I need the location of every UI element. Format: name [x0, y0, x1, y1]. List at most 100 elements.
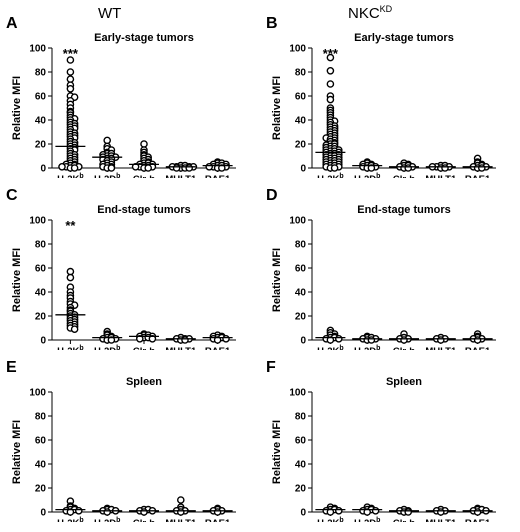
x-tick-label-b-0: H-2Kb [317, 173, 343, 178]
data-point-e-0-7 [75, 506, 83, 515]
panel-title-a: Early-stage tumors [94, 32, 194, 44]
data-point-a-0-54 [58, 162, 66, 171]
y-tick-label-d-0: 0 [300, 336, 306, 347]
data-point-d-4-5 [473, 336, 482, 344]
panel-b: B Early-stage tumors Relative MFI 0 20 40 60 80… [260, 8, 500, 185]
y-tick-label-f-80: 80 [295, 412, 307, 423]
y-tick-label-a-40: 40 [35, 116, 47, 127]
x-tick-label-sup-f-1: b [376, 517, 380, 522]
panel-d: D End-stage tumors Relative MFI 0 20 40 60 80 10… [260, 180, 500, 357]
data-point-b-0-0 [326, 53, 335, 62]
y-tick-label-c-20: 20 [35, 312, 47, 323]
x-tick-label-d-3: MULT1 [425, 346, 457, 350]
x-tick-label-main-f-0: H-2K [317, 518, 339, 522]
x-tick-label-main-f-3: MULT1 [425, 518, 457, 522]
x-tick-label-b-2: Clr-b [393, 174, 415, 178]
y-tick-label-b-20: 20 [295, 140, 307, 151]
x-tick-label-main-f-4: RAE1 [465, 518, 491, 522]
data-point-f-2-4 [404, 508, 412, 516]
data-point-a-0-4 [66, 85, 75, 93]
x-tick-label-e-4: RAE1 [205, 518, 231, 522]
panel-title-d: End-stage tumors [357, 204, 451, 216]
data-point-a-0-56 [70, 164, 79, 172]
panel-title-e: Spleen [126, 376, 162, 388]
y-tick-label-a-100: 100 [29, 44, 46, 55]
y-tick-label-e-40: 40 [35, 460, 47, 471]
y-tick-label-c-100: 100 [29, 216, 46, 227]
x-tick-label-d-0: H-2Kb [317, 345, 343, 350]
y-tick-label-f-20: 20 [295, 484, 307, 495]
panel-title-c: End-stage tumors [97, 204, 191, 216]
panel-a: A Early-stage tumors Relative MFI 0 20 40 60 80… [0, 8, 240, 185]
x-tick-label-a-1: H-2Db [94, 173, 120, 178]
x-tick-label-main-e-1: H-2D [94, 518, 116, 522]
data-point-b-0-2 [326, 80, 335, 88]
x-tick-label-d-2: Clr-b [393, 346, 415, 350]
x-tick-label-c-2: Clr-b [133, 346, 155, 350]
y-tick-label-d-20: 20 [295, 312, 307, 323]
panel-a-svg: A Early-stage tumors Relative MFI 0 20 40 60 80… [6, 15, 236, 185]
data-point-a-3-8 [172, 164, 181, 172]
x-tick-label-f-3: MULT1 [425, 518, 457, 522]
y-tick-label-e-100: 100 [29, 388, 46, 399]
data-point-c-0-1 [66, 273, 75, 282]
y-axis-label-b: Relative MFI [271, 76, 283, 140]
panel-letter-f: F [266, 359, 276, 376]
data-point-b-1-9 [367, 164, 376, 172]
data-point-c-0-0 [66, 267, 75, 276]
x-tick-label-sup-f-0: b [339, 517, 343, 522]
panel-letter-c: C [6, 187, 18, 204]
y-tick-label-a-60: 60 [35, 92, 47, 103]
data-point-d-2-4 [400, 336, 408, 344]
data-point-f-3-3 [436, 508, 445, 516]
x-tick-label-sup-e-1: b [116, 517, 120, 522]
x-tick-label-sup-a-0: b [79, 173, 83, 178]
x-tick-label-sup-a-1: b [116, 173, 120, 178]
data-point-f-0-6 [326, 508, 335, 516]
data-point-a-3-9 [185, 164, 193, 172]
y-tick-label-b-100: 100 [289, 44, 306, 55]
significance-annotation-b: *** [323, 46, 339, 61]
data-point-c-4-7 [213, 336, 222, 344]
x-tick-label-main-b-4: RAE1 [465, 174, 491, 178]
y-tick-label-c-60: 60 [35, 264, 47, 275]
data-point-a-4-11 [217, 164, 226, 172]
panel-letter-a: A [6, 15, 18, 32]
data-point-c-4-6 [222, 334, 230, 343]
data-point-c-0-25 [70, 325, 79, 333]
data-point-b-3-6 [441, 164, 449, 172]
y-axis-label-a: Relative MFI [11, 76, 23, 140]
y-tick-label-b-60: 60 [295, 92, 307, 103]
data-point-b-2-7 [404, 164, 412, 172]
y-tick-label-e-80: 80 [35, 412, 47, 423]
x-tick-label-d-1: H-2Db [354, 345, 380, 350]
x-tick-label-f-2: Clr-b [393, 518, 415, 522]
data-point-c-1-9 [107, 336, 116, 344]
y-axis-label-e: Relative MFI [11, 420, 23, 484]
x-tick-label-e-2: Clr-b [133, 518, 155, 522]
column-title-nkc-text: NKC [348, 5, 380, 22]
panel-letter-d: D [266, 187, 278, 204]
panel-c-svg: C End-stage tumors Relative MFI 0 20 40 60 80 10… [6, 187, 236, 357]
data-point-a-2-0 [140, 140, 148, 148]
data-point-c-3-5 [181, 336, 189, 344]
data-point-c-2-7 [135, 334, 144, 343]
x-tick-label-main-b-0: H-2K [317, 174, 339, 178]
x-tick-label-main-d-2: Clr-b [393, 346, 415, 350]
data-point-f-4-5 [473, 508, 482, 516]
x-tick-label-sup-e-0: b [79, 517, 83, 522]
data-point-d-0-9 [326, 336, 335, 344]
panel-title-b: Early-stage tumors [354, 32, 454, 44]
x-tick-label-sup-c-0: b [79, 345, 83, 350]
data-point-a-2-20 [144, 164, 152, 172]
x-tick-label-f-1: H-2Db [354, 517, 380, 522]
x-tick-label-e-1: H-2Db [94, 517, 120, 522]
x-tick-label-main-e-3: MULT1 [165, 518, 197, 522]
y-axis-label-f: Relative MFI [271, 420, 283, 484]
x-tick-label-main-e-2: Clr-b [133, 518, 155, 522]
x-tick-label-main-c-4: RAE1 [205, 346, 231, 350]
x-tick-label-main-d-1: H-2D [354, 346, 376, 350]
